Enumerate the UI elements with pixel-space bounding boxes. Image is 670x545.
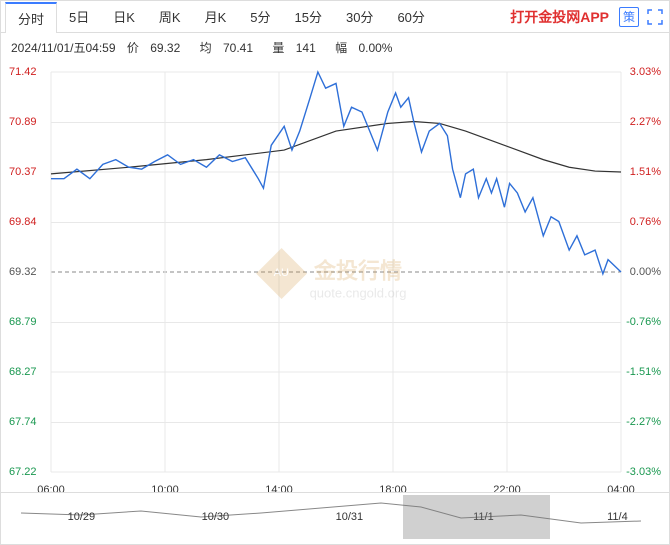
timeframe-tabs: 分时5日日K周K月K5分15分30分60分 打开金投网APP 策 [1, 1, 669, 33]
tab-分时[interactable]: 分时 [5, 2, 57, 33]
tab-15分[interactable]: 15分 [283, 1, 334, 32]
datetime: 2024/11/01/五04:59 [11, 41, 116, 55]
y-left-tick: 71.42 [9, 66, 37, 78]
mini-date: 11/4 [607, 511, 628, 523]
mini-date: 10/30 [202, 511, 230, 523]
y-left-tick: 68.27 [9, 366, 37, 378]
overview-chart[interactable]: 10/2910/3010/3111/111/4 [1, 492, 669, 542]
quote-info-bar: 2024/11/01/五04:59 价 69.32 均 70.41 量 141 … [1, 33, 669, 62]
y-left-tick: 69.32 [9, 266, 37, 278]
tab-月K[interactable]: 月K [193, 1, 239, 32]
tab-30分[interactable]: 30分 [334, 1, 385, 32]
strategy-icon[interactable]: 策 [619, 7, 639, 27]
tab-60分[interactable]: 60分 [385, 1, 436, 32]
y-left-tick: 68.79 [9, 316, 37, 328]
y-right-tick: 2.27% [630, 116, 661, 128]
avg-value: 70.41 [223, 41, 253, 55]
mini-date: 10/29 [68, 511, 96, 523]
chart-widget: 分时5日日K周K月K5分15分30分60分 打开金投网APP 策 2024/11… [0, 0, 670, 545]
y-left-tick: 67.22 [9, 466, 37, 478]
tab-5分[interactable]: 5分 [238, 1, 282, 32]
y-left-tick: 69.84 [9, 216, 37, 228]
price-value: 69.32 [150, 41, 180, 55]
tab-5日[interactable]: 5日 [57, 1, 101, 32]
tab-周K[interactable]: 周K [147, 1, 193, 32]
y-right-tick: -1.51% [626, 366, 661, 378]
promo-link[interactable]: 打开金投网APP [510, 7, 615, 27]
price-chart[interactable]: AU 金投行情 quote.cngold.org 71.423.03%70.89… [1, 62, 669, 492]
tab-日K[interactable]: 日K [101, 1, 147, 32]
y-right-tick: 0.00% [630, 266, 661, 278]
expand-icon[interactable] [645, 7, 665, 27]
y-right-tick: -3.03% [626, 466, 661, 478]
y-right-tick: -0.76% [626, 316, 661, 328]
vol-value: 141 [296, 41, 316, 55]
amp-value: 0.00% [358, 41, 392, 55]
y-right-tick: 3.03% [630, 66, 661, 78]
mini-selection[interactable] [403, 495, 550, 539]
y-left-tick: 67.74 [9, 416, 37, 428]
mini-date: 10/31 [336, 511, 364, 523]
y-right-tick: 1.51% [630, 166, 661, 178]
y-left-tick: 70.89 [9, 116, 37, 128]
y-right-tick: 0.76% [630, 216, 661, 228]
y-right-tick: -2.27% [626, 416, 661, 428]
y-left-tick: 70.37 [9, 166, 37, 178]
